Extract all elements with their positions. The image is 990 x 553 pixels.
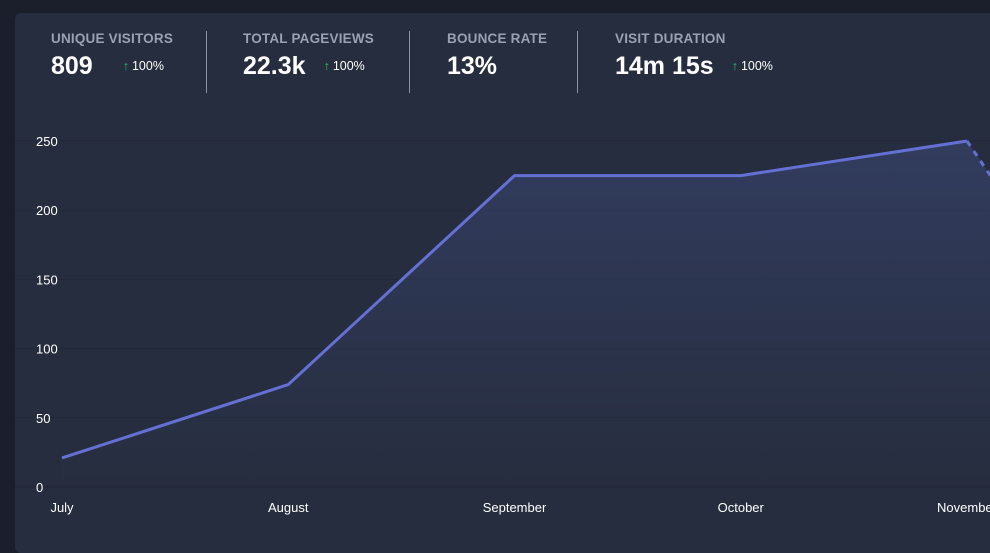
stat-change-value: 100% <box>131 59 164 73</box>
stat-label: VISIT DURATION <box>615 31 726 46</box>
x-tick-label: July <box>50 500 74 515</box>
stat-value: 22.3k <box>243 52 306 80</box>
arrow-up-icon: ↑ <box>122 59 129 73</box>
stat-change: ↑ 100% <box>123 59 164 73</box>
stat-change: ↑ 100% <box>732 59 773 73</box>
area-fill <box>62 141 990 487</box>
y-tick-label: 150 <box>36 272 58 287</box>
y-tick-label: 0 <box>36 480 43 495</box>
divider <box>577 31 578 93</box>
stat-bounce-rate[interactable]: BOUNCE RATE 13% <box>447 31 547 81</box>
stat-value: 809 <box>51 52 93 80</box>
divider <box>409 31 410 93</box>
stat-change-value: 100% <box>332 59 365 73</box>
series-line <box>61 139 968 460</box>
divider <box>206 31 207 93</box>
stat-label: BOUNCE RATE <box>447 31 548 46</box>
stat-total-pageviews[interactable]: TOTAL PAGEVIEWS 22.3k ↑ 100% <box>243 31 374 81</box>
y-tick-label: 250 <box>36 134 58 149</box>
stat-unique-visitors[interactable]: UNIQUE VISITORS 809 ↑ 100% <box>51 31 173 81</box>
visitors-chart[interactable]: 0 50 100 150 200 250 July August September Octobe… <box>0 0 990 535</box>
stat-visit-duration[interactable]: VISIT DURATION 14m 15s ↑ 100% <box>615 31 773 81</box>
x-tick-label: November <box>937 500 990 515</box>
y-tick-label: 100 <box>36 342 58 357</box>
y-tick-label: 50 <box>36 411 50 426</box>
stat-value: 13% <box>447 52 498 80</box>
stat-label: UNIQUE VISITORS <box>51 31 174 46</box>
stat-value: 14m 15s <box>615 52 714 80</box>
stat-label: TOTAL PAGEVIEWS <box>243 31 375 46</box>
arrow-up-icon: ↑ <box>323 59 330 73</box>
x-tick-label: October <box>718 500 765 515</box>
stat-change-value: 100% <box>740 59 773 73</box>
x-tick-label: September <box>483 500 547 515</box>
y-tick-label: 200 <box>36 203 58 218</box>
arrow-up-icon: ↑ <box>731 59 738 73</box>
x-tick-label: August <box>268 500 309 515</box>
stats-bar: UNIQUE VISITORS 809 ↑ 100% TOTAL PAGEVIEWS… <box>15 13 990 113</box>
stat-change: ↑ 100% <box>324 59 365 73</box>
